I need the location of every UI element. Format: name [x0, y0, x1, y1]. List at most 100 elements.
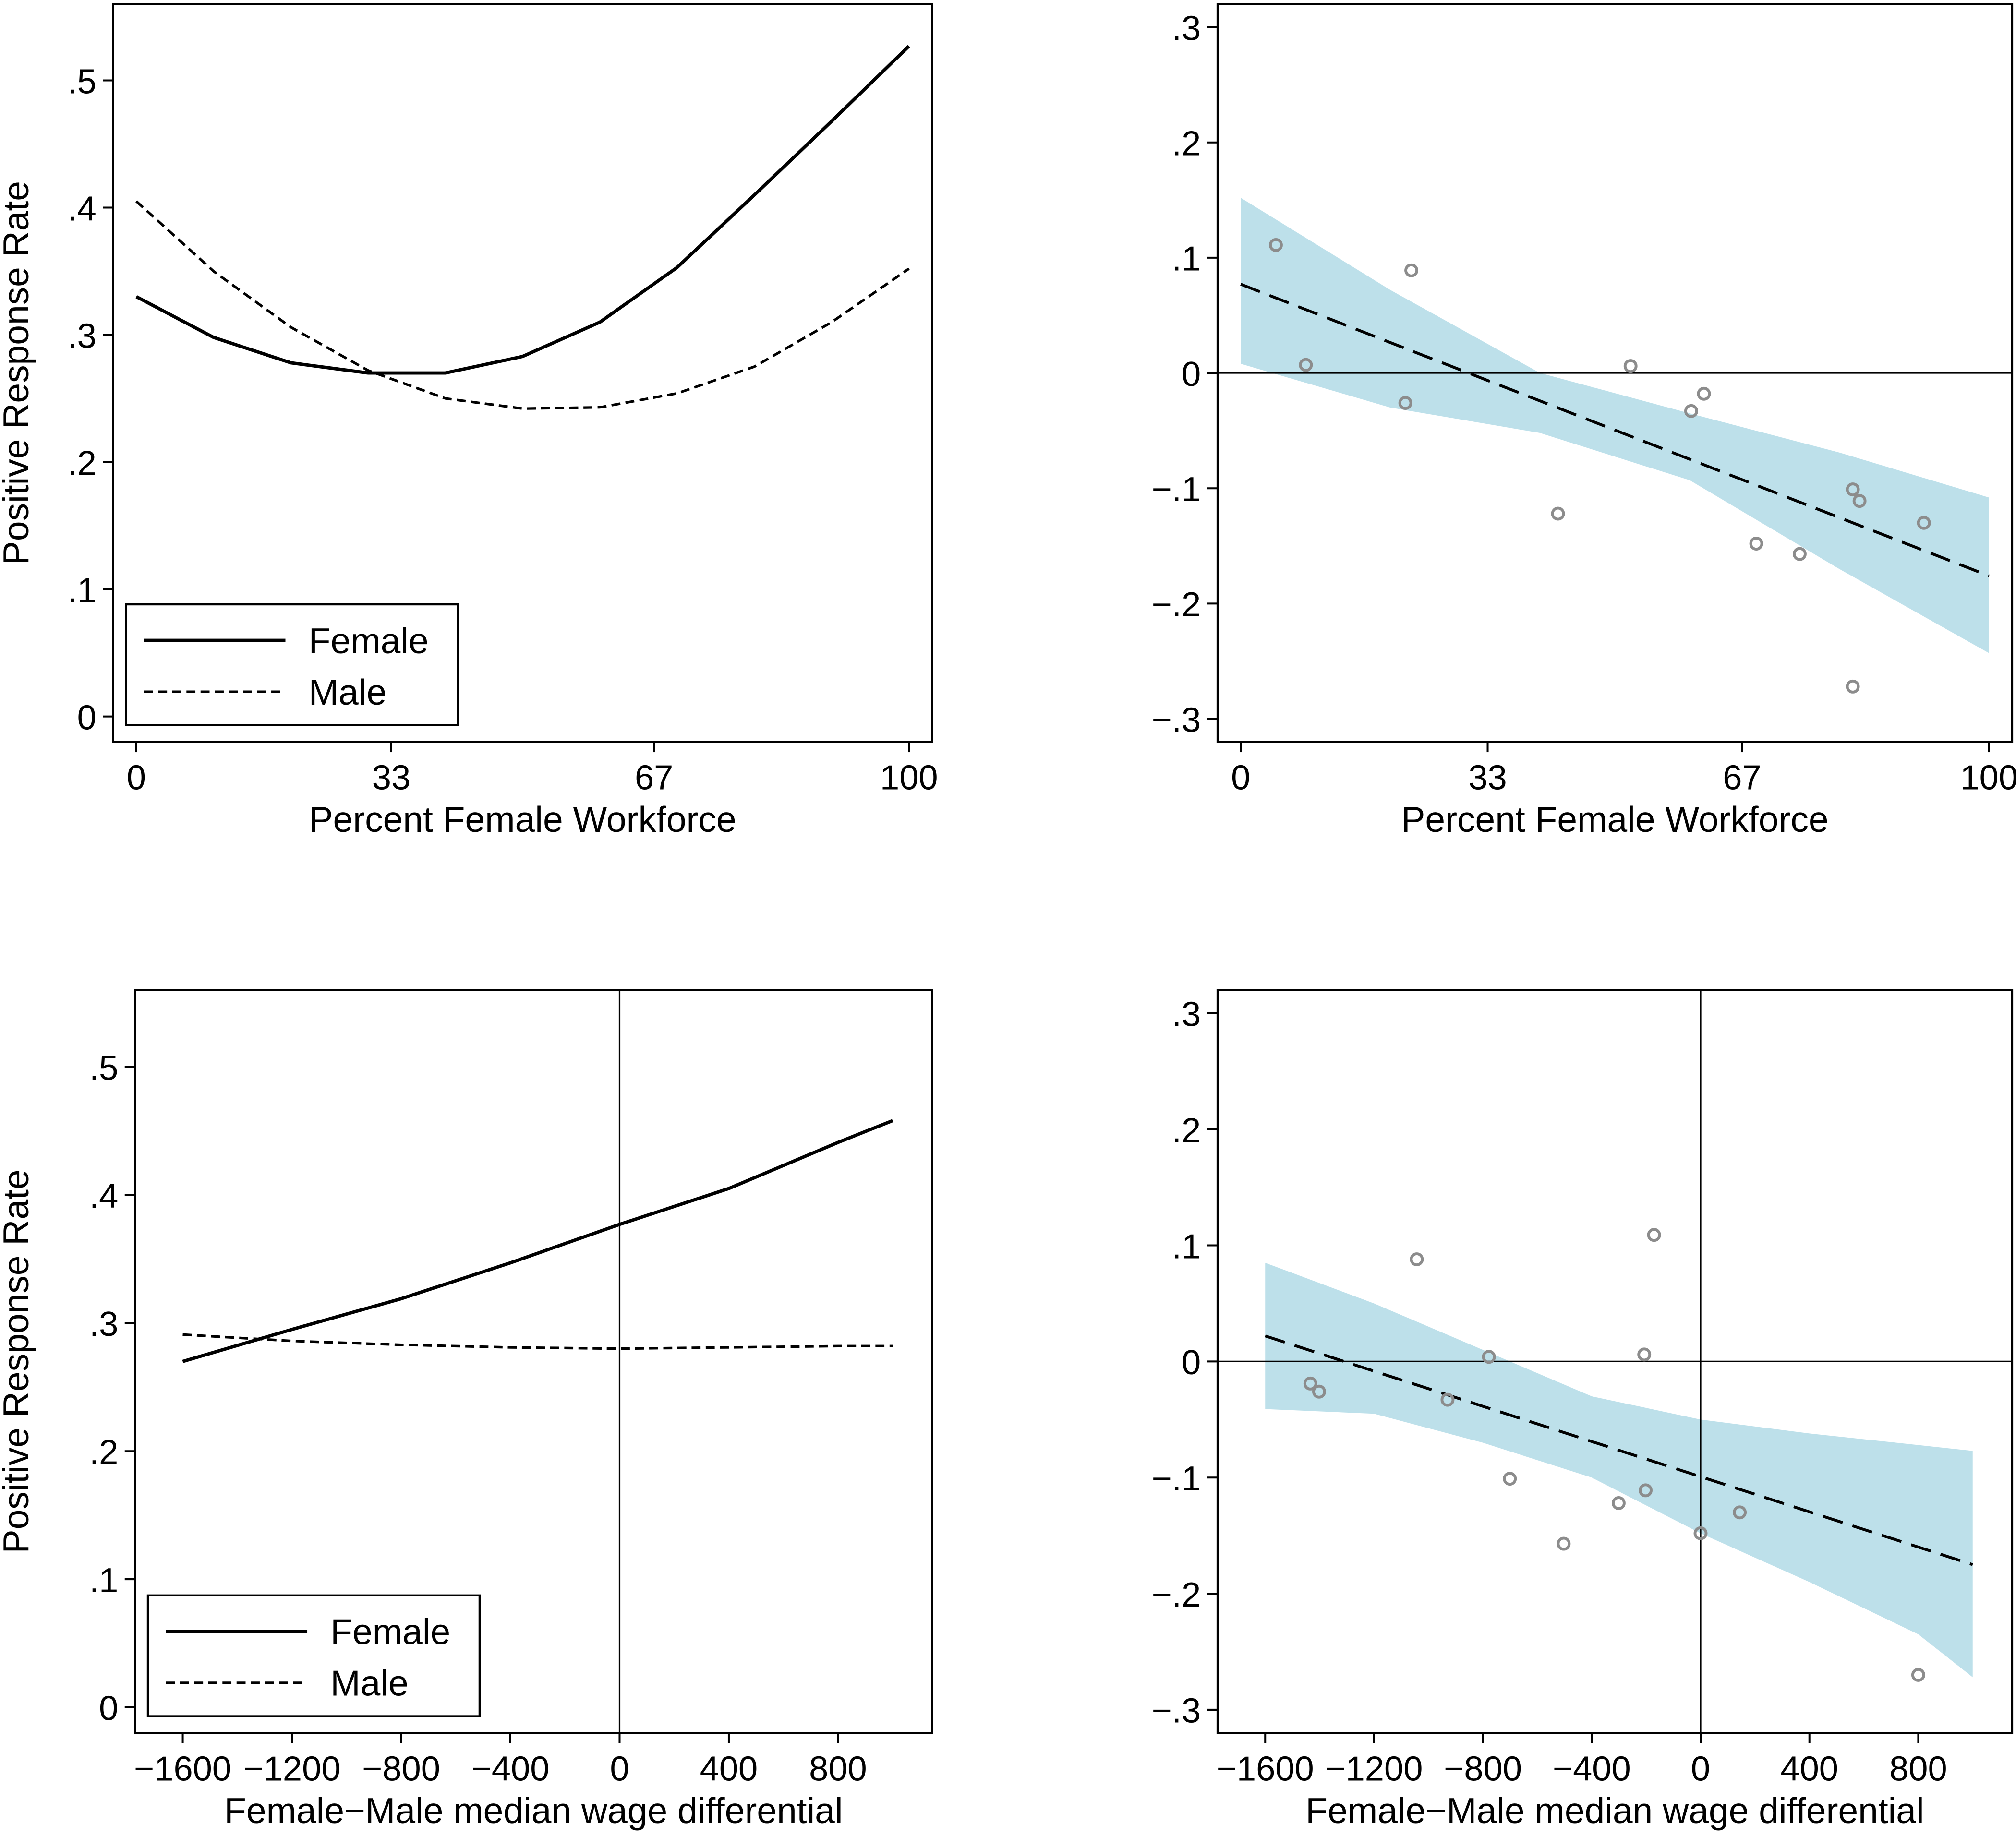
data-point [1312, 1384, 1326, 1399]
data-point [1684, 404, 1698, 418]
legend-label: Male [309, 672, 387, 712]
x-tick-label: 400 [700, 1750, 758, 1788]
x-tick-label: 800 [1889, 1750, 1947, 1788]
y-tick-label: .2 [89, 1433, 118, 1472]
x-tick-label: 67 [1723, 759, 1761, 797]
x-tick-label: −400 [1553, 1750, 1631, 1788]
data-point [1268, 238, 1283, 252]
x-tick-label: −1600 [1217, 1750, 1314, 1788]
data-point [1697, 386, 1711, 401]
y-tick-label: 0 [77, 698, 97, 737]
fit-line [1240, 283, 1990, 577]
x-tick-label: 33 [1468, 759, 1507, 797]
y-axis-title: Positive Response Rate [0, 1169, 36, 1553]
y-tick-label: .4 [89, 1177, 118, 1215]
x-tick-label: 0 [1691, 1750, 1710, 1788]
data-point [1299, 358, 1313, 372]
y-tick-label: −.3 [1152, 701, 1201, 739]
x-tick-label: 0 [127, 759, 146, 797]
y-tick-label: −.1 [1152, 1460, 1201, 1498]
x-tick-label: 0 [1231, 759, 1250, 797]
y-axis-title: Positive Response Rate [0, 181, 36, 565]
x-tick-label: −1600 [134, 1750, 231, 1788]
x-axis-title: Percent Female Workforce [1401, 799, 1828, 840]
legend-label: Male [330, 1663, 409, 1704]
data-point [1693, 1526, 1708, 1540]
y-tick-label: .1 [1172, 240, 1201, 278]
data-point [1410, 1252, 1424, 1267]
legend: Female Male [125, 603, 459, 726]
x-tick-label: 100 [1960, 759, 2016, 797]
data-point [1404, 263, 1419, 277]
y-tick-label: .3 [89, 1305, 118, 1344]
x-tick-label: 33 [372, 759, 410, 797]
panel-bottom-left: 0.1.2.3.4.5−1600 −1200 −800 −400 0 400 800Fema… [0, 989, 933, 1831]
panel-bottom-right: −.3 −.2 −.1 0 .1 .2 .3 −1600 −1200 −800 −400 0 400 80… [1152, 989, 2014, 1831]
data-point [1611, 1496, 1626, 1510]
x-axis-title: Female−Male median wage differential [224, 1790, 843, 1831]
x-tick-label: 800 [809, 1750, 867, 1788]
x-tick-label: 0 [610, 1750, 629, 1788]
data-point [1846, 679, 1860, 694]
data-point [1623, 359, 1638, 373]
y-tick-label: .3 [68, 317, 97, 355]
x-tick-label: 400 [1780, 1750, 1838, 1788]
x-axis-title: Percent Female Workforce [309, 799, 736, 840]
x-tick-label: 67 [635, 759, 673, 797]
panel-top-left: 0 .1 .2 .3 .4 .5 0 33 67 100 Percent Female Workfo… [0, 3, 938, 840]
x-tick-label: −800 [1444, 1750, 1522, 1788]
series-line-male [182, 1333, 893, 1350]
y-tick-label: .1 [89, 1561, 118, 1600]
x-tick-label: −1200 [243, 1750, 341, 1788]
data-point [1551, 506, 1565, 521]
series-line-male [135, 200, 910, 410]
data-point [1440, 1392, 1455, 1407]
legend-box [125, 603, 459, 726]
y-tick-label: .3 [1172, 9, 1201, 48]
legend-label: Female [309, 621, 429, 661]
data-point [1639, 1483, 1653, 1498]
legend: Female Male [146, 1594, 481, 1717]
confidence-band [1241, 197, 1989, 653]
y-tick-label: .2 [1172, 124, 1201, 163]
y-tick-label: 0 [99, 1690, 118, 1728]
data-point [1852, 494, 1867, 508]
y-tick-label: −.3 [1152, 1692, 1201, 1730]
data-point [1749, 537, 1763, 551]
plot-frame [112, 3, 933, 743]
y-tick-label: .3 [1172, 996, 1201, 1034]
data-point [1733, 1505, 1747, 1520]
data-point [1398, 396, 1412, 410]
plot-frame [134, 989, 933, 1734]
y-tick-label: 0 [1182, 355, 1201, 394]
legend-label: Female [330, 1612, 450, 1652]
y-tick-label: .2 [1172, 1111, 1201, 1150]
y-tick-label: .2 [68, 444, 97, 482]
y-tick-label: −.2 [1152, 1576, 1201, 1614]
y-tick-label: .5 [89, 1049, 118, 1087]
data-point [1792, 547, 1807, 561]
data-point [1637, 1347, 1652, 1362]
y-tick-label: 0 [1182, 1344, 1201, 1382]
legend-box [146, 1594, 481, 1717]
confidence-band [1265, 1262, 1973, 1678]
series-line-female [135, 45, 910, 375]
panel-top-right: −.3 −.2 −.1 0 .1 .2 .3 0 33 67 100 Percent Female W… [1152, 3, 2016, 840]
series-line-female [182, 1119, 893, 1363]
y-tick-label: .1 [1172, 1227, 1201, 1266]
x-tick-label: 100 [880, 759, 938, 797]
data-point [1303, 1376, 1317, 1391]
data-point [1503, 1472, 1517, 1486]
data-point [1647, 1228, 1661, 1242]
data-point [1482, 1350, 1496, 1364]
y-tick-label: .1 [68, 571, 97, 610]
fit-line [1265, 1334, 1973, 1566]
x-tick-label: −1200 [1325, 1750, 1423, 1788]
y-tick-label: −.1 [1152, 470, 1201, 509]
data-point [1846, 482, 1860, 497]
x-axis-title: Female−Male median wage differential [1305, 1790, 1924, 1831]
y-tick-label: .4 [68, 190, 97, 228]
data-point [1917, 516, 1931, 530]
x-tick-label: −400 [471, 1750, 550, 1788]
